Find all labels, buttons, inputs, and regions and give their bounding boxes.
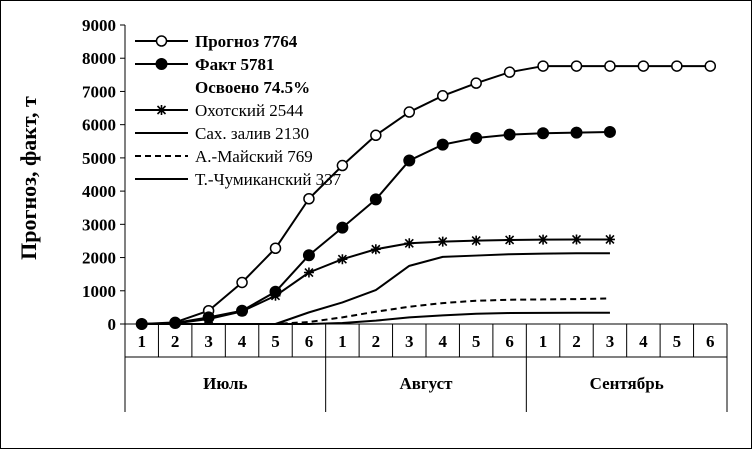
open-circle-marker xyxy=(503,66,516,78)
star-marker xyxy=(437,236,448,247)
y-tick-label: 7000 xyxy=(82,82,116,101)
legend-entry: Прогноз 7764 xyxy=(195,32,298,51)
filled-circle-marker xyxy=(155,58,168,70)
legend-entry: Охотский 2544 xyxy=(195,101,304,120)
group-label: Август xyxy=(399,374,453,393)
y-tick-label: 6000 xyxy=(82,116,116,135)
x-tick-label: 4 xyxy=(639,332,648,351)
x-tick-label: 3 xyxy=(606,332,615,351)
y-tick-label: 9000 xyxy=(82,16,116,35)
filled-circle-marker xyxy=(603,125,616,138)
series-group xyxy=(135,60,717,330)
x-axis-categories: Июль Август Сентябрь 1 2 3 4 5 6 1 2 3 4 5 6 1 2 3 4 5 6 xyxy=(137,332,714,393)
y-axis-label: Прогноз, факт, т xyxy=(16,96,41,260)
group-label: Июль xyxy=(203,374,247,393)
x-tick-label: 5 xyxy=(673,332,682,351)
y-tick-label: 0 xyxy=(108,315,117,334)
y-axis-ticks: 0 1000 2000 3000 4000 5000 6000 7000 8000 9000 xyxy=(82,16,125,334)
y-tick-label: 4000 xyxy=(82,182,116,201)
legend-entry: Факт 5781 xyxy=(195,55,275,74)
star-marker xyxy=(237,306,248,317)
y-tick-label: 5000 xyxy=(82,149,116,168)
open-circle-marker xyxy=(303,193,315,205)
x-tick-label: 5 xyxy=(271,332,280,351)
open-circle-marker xyxy=(236,276,248,289)
x-tick-label: 1 xyxy=(539,332,548,351)
filled-circle-marker xyxy=(570,126,583,139)
star-marker xyxy=(504,234,515,245)
star-marker xyxy=(270,290,281,301)
open-circle-marker xyxy=(637,60,650,72)
series xyxy=(141,311,610,325)
filled-circle-marker xyxy=(470,131,483,144)
legend-entry: Сах. залив 2130 xyxy=(195,124,309,143)
filled-circle-marker xyxy=(503,128,516,141)
x-tick-label: 2 xyxy=(171,332,180,351)
open-circle-marker xyxy=(403,106,416,118)
legend-note: Освоено 74.5% xyxy=(195,78,310,97)
legend-entry: А.-Майский 769 xyxy=(195,147,313,166)
series-line xyxy=(141,311,610,325)
x-tick-label: 1 xyxy=(137,332,146,351)
star-marker xyxy=(303,267,314,278)
star-marker xyxy=(337,254,348,265)
series xyxy=(141,297,610,325)
x-tick-label: 4 xyxy=(438,332,447,351)
x-tick-label: 2 xyxy=(372,332,381,351)
star-marker xyxy=(203,314,214,325)
star-marker xyxy=(538,234,549,245)
filled-circle-marker xyxy=(537,127,550,140)
star-marker xyxy=(571,234,582,245)
filled-circle-marker xyxy=(436,138,449,151)
open-circle-marker xyxy=(671,60,683,72)
open-circle-marker xyxy=(370,129,382,142)
legend: Прогноз 7764 Факт 5781 Охотский 2544 Сах. з… xyxy=(135,32,342,189)
x-tick-label: 3 xyxy=(405,332,414,351)
y-tick-label: 8000 xyxy=(82,49,116,68)
series-line xyxy=(141,297,610,325)
group-label: Сентябрь xyxy=(590,374,664,393)
open-circle-marker xyxy=(470,77,482,89)
open-circle-marker xyxy=(537,60,549,72)
star-marker xyxy=(604,234,615,245)
y-tick-label: 2000 xyxy=(82,249,116,268)
star-marker xyxy=(471,235,482,246)
x-tick-label: 1 xyxy=(338,332,347,351)
y-tick-label: 3000 xyxy=(82,215,116,234)
open-circle-marker xyxy=(570,60,583,72)
legend-entry: Т.-Чумиканский 337 xyxy=(195,170,342,189)
x-tick-label: 3 xyxy=(204,332,213,351)
x-tick-label: 5 xyxy=(472,332,481,351)
star-marker xyxy=(136,319,147,329)
filled-circle-marker xyxy=(302,249,315,262)
open-circle-marker xyxy=(436,90,449,102)
open-circle-marker xyxy=(704,60,717,72)
star-marker xyxy=(370,244,381,255)
star-marker xyxy=(404,238,415,249)
star-marker xyxy=(156,105,167,115)
x-tick-label: 2 xyxy=(572,332,581,351)
x-tick-label: 6 xyxy=(706,332,715,351)
filled-circle-marker xyxy=(369,193,382,206)
x-tick-label: 6 xyxy=(305,332,314,351)
open-circle-marker xyxy=(604,60,616,72)
x-tick-label: 4 xyxy=(238,332,247,351)
y-tick-label: 1000 xyxy=(82,282,116,301)
x-tick-label: 6 xyxy=(505,332,514,351)
series xyxy=(136,234,615,329)
filled-circle-marker xyxy=(403,154,416,167)
filled-circle-marker xyxy=(336,221,349,234)
open-circle-marker xyxy=(155,35,168,47)
open-circle-marker xyxy=(269,242,282,255)
open-circle-marker xyxy=(336,159,349,172)
